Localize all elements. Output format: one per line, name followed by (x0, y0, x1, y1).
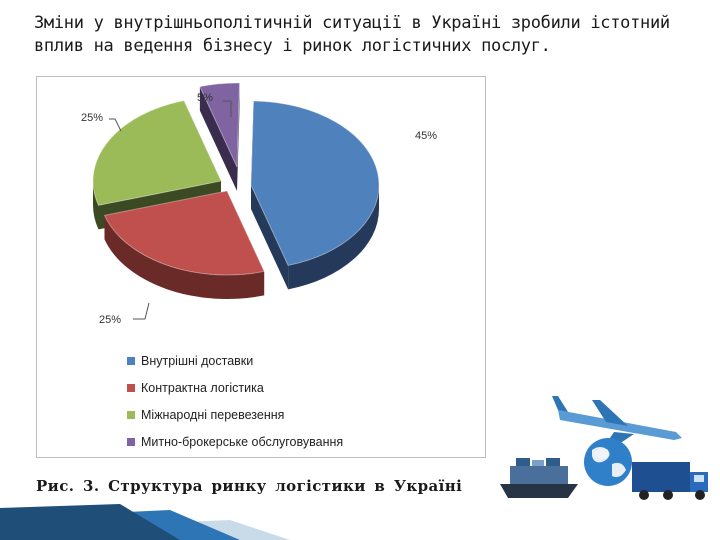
airplane-icon (552, 396, 682, 450)
figure-caption: Рис. 3. Структура ринку логістики в Укра… (36, 477, 463, 495)
data-label: 25% (99, 314, 121, 326)
legend-label: Внутрішні доставки (141, 353, 254, 368)
legend-item: Митно-брокерське обслуговування (127, 428, 343, 455)
legend-label: Митно-брокерське обслуговування (141, 434, 344, 449)
legend-item: Внутрішні доставки (127, 347, 343, 374)
leader-line (109, 118, 122, 132)
legend-swatch (127, 383, 135, 392)
slide-title: Зміни у внутрішньополітичній ситуації в … (34, 13, 670, 56)
data-label: 5% (197, 92, 213, 104)
legend-label: Контрактна логістика (141, 380, 264, 395)
chart-frame: 45% 25% 25% 5% Внутрішні доставки Контрактна… (36, 76, 486, 458)
decorative-bottom-band (0, 504, 290, 540)
legend-swatch (127, 356, 135, 365)
globe-icon (584, 438, 632, 486)
pie-slice (250, 100, 380, 290)
data-label: 25% (81, 112, 103, 124)
legend-item: Контрактна логістика (127, 374, 343, 401)
pie-slice (103, 190, 265, 299)
chart-legend: Внутрішні доставки Контрактна логістика Мі… (127, 347, 343, 455)
legend-swatch (127, 410, 135, 419)
leader-line (133, 302, 150, 320)
transport-logistics-icon (500, 396, 708, 500)
pie-slice (199, 82, 241, 191)
legend-swatch (127, 437, 135, 446)
pie-chart: 45% 25% 25% 5% (81, 82, 437, 326)
truck-icon (632, 462, 708, 500)
data-label: 45% (415, 130, 437, 142)
ship-icon (500, 458, 578, 498)
legend-item: Міжнародні перевезення (127, 401, 343, 428)
leader-line (223, 100, 232, 117)
legend-label: Міжнародні перевезення (141, 407, 285, 422)
